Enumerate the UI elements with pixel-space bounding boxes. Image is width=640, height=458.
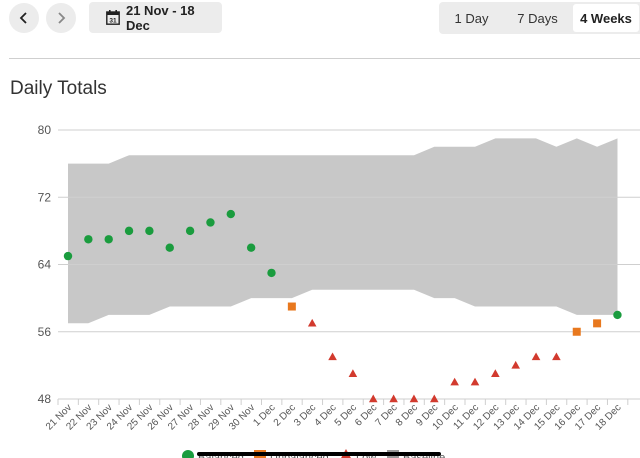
balanced-point bbox=[104, 235, 113, 244]
chevron-left-icon bbox=[19, 12, 27, 24]
x-tick-label: 7 Dec bbox=[373, 402, 399, 428]
svg-text:31: 31 bbox=[109, 18, 117, 25]
unbalanced-point bbox=[572, 327, 581, 336]
low-point bbox=[430, 394, 439, 403]
unbalanced-point bbox=[593, 319, 602, 328]
horizontal-scrollbar[interactable] bbox=[197, 452, 441, 456]
previous-period-button[interactable] bbox=[9, 3, 39, 33]
low-point bbox=[348, 369, 358, 377]
y-tick-label: 80 bbox=[38, 123, 52, 137]
balanced-point bbox=[226, 209, 235, 219]
low-point bbox=[531, 352, 541, 361]
next-period-button[interactable] bbox=[46, 3, 76, 33]
legend-balanced-icon bbox=[182, 450, 194, 458]
balanced-point bbox=[185, 226, 195, 236]
balanced-point bbox=[165, 243, 174, 252]
y-tick-label: 64 bbox=[38, 258, 52, 272]
range-option-1-day[interactable]: 1 Day bbox=[454, 10, 489, 26]
x-tick-label: 8 Dec bbox=[394, 402, 420, 428]
date-range-label: 21 Nov - 18 Dec bbox=[125, 2, 195, 33]
balanced-point bbox=[84, 235, 93, 244]
x-tick-label: 6 Dec bbox=[353, 402, 379, 428]
x-tick-label: 4 Dec bbox=[312, 402, 338, 428]
baseline-band bbox=[68, 138, 618, 324]
low-point bbox=[511, 360, 520, 369]
x-tick-label: 3 Dec bbox=[292, 402, 318, 428]
range-selector: 1 Day 7 Days 4 Weeks bbox=[439, 2, 640, 34]
balanced-point bbox=[267, 268, 276, 278]
low-point bbox=[491, 369, 500, 377]
range-option-4-weeks[interactable]: 4 Weeks bbox=[573, 4, 639, 32]
low-point bbox=[552, 352, 561, 361]
x-tick-label: 2 Dec bbox=[272, 402, 298, 428]
low-point bbox=[409, 394, 419, 403]
balanced-point bbox=[206, 218, 215, 227]
x-tick-label: 5 Dec bbox=[333, 402, 359, 428]
low-point bbox=[450, 377, 459, 386]
balanced-point bbox=[246, 243, 256, 252]
balanced-point bbox=[145, 226, 154, 236]
balanced-point bbox=[613, 310, 622, 320]
low-point bbox=[470, 377, 480, 386]
chevron-right-icon bbox=[58, 12, 66, 24]
low-point bbox=[389, 394, 398, 403]
y-tick-label: 72 bbox=[38, 190, 52, 204]
calendar-icon: 31 bbox=[106, 10, 120, 25]
date-range-button[interactable]: 31 21 Nov - 18 Dec bbox=[89, 2, 222, 33]
section-title: Daily Totals bbox=[10, 78, 107, 99]
low-point bbox=[307, 318, 317, 327]
balanced-point bbox=[124, 226, 134, 236]
y-tick-label: 56 bbox=[38, 325, 52, 339]
low-point bbox=[328, 352, 337, 361]
range-option-7-days[interactable]: 7 Days bbox=[517, 10, 558, 26]
unbalanced-point bbox=[287, 302, 296, 311]
divider bbox=[9, 58, 640, 59]
y-tick-label: 48 bbox=[38, 392, 52, 406]
x-tick-label: 1 Dec bbox=[251, 402, 277, 428]
balanced-point bbox=[63, 251, 73, 261]
low-point bbox=[368, 394, 378, 403]
